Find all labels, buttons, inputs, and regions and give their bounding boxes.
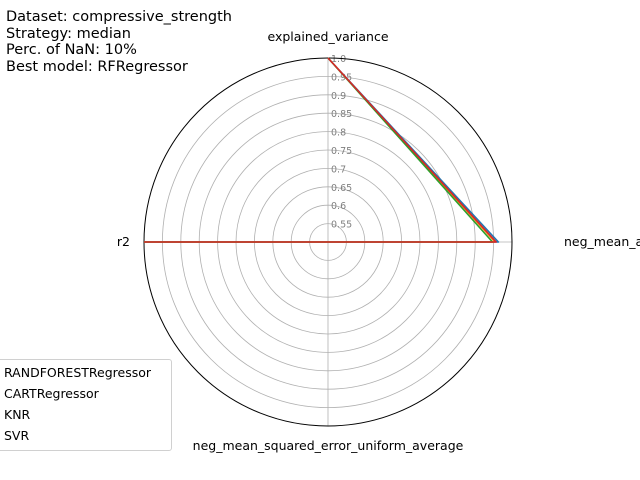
legend: RANDFORESTRegressor CARTRegressor KNR SVR: [0, 359, 172, 451]
series-line-KNR: [144, 57, 494, 243]
legend-item: RANDFORESTRegressor: [4, 365, 152, 380]
radial-tick-label: 1.0: [331, 54, 346, 65]
radial-tick-label: 0.8: [331, 128, 346, 139]
radial-tick-label: 0.65: [331, 183, 352, 194]
strategy-label: Strategy: median: [6, 25, 131, 42]
radial-tick-label: 0.95: [331, 72, 352, 83]
nan-percent-label: Perc. of NaN: 10%: [6, 42, 137, 58]
axis-label-neg_mean_squared_error_uniform_average: neg_mean_squared_error_uniform_average: [193, 438, 464, 453]
radar-grid: 0.55 0.6 0.65 0.7 0.75 0.8 0.85 0.9 0.95 1.0: [143, 54, 513, 427]
legend-item: SVR: [4, 428, 30, 443]
best-model-label: Best model: RFRegressor: [6, 58, 188, 75]
legend-item: KNR: [4, 407, 31, 422]
radar-labels: explained_variance neg_mean_absolute_erro…: [117, 29, 640, 453]
radial-tick-label: 0.9: [331, 91, 346, 102]
axis-label-neg_mean_absolute_error_uniform_average: neg_mean_absolute_error_uniform_average: [564, 234, 640, 249]
radar-series: [144, 57, 500, 243]
series-line-SVR: [144, 57, 497, 243]
axis-label-r2: r2: [117, 234, 130, 249]
run-info: Dataset: compressive_strength Strategy: …: [6, 9, 232, 75]
radial-tick-label: 0.55: [331, 220, 352, 231]
radial-tick-label: 0.75: [331, 146, 352, 157]
radial-tick-label: 0.85: [331, 109, 352, 120]
legend-item: CARTRegressor: [4, 386, 99, 401]
dataset-label: Dataset: compressive_strength: [6, 9, 232, 25]
radial-tick-label: 0.7: [331, 164, 346, 175]
axis-label-explained_variance: explained_variance: [267, 29, 388, 44]
radial-tick-label: 0.6: [331, 201, 346, 212]
